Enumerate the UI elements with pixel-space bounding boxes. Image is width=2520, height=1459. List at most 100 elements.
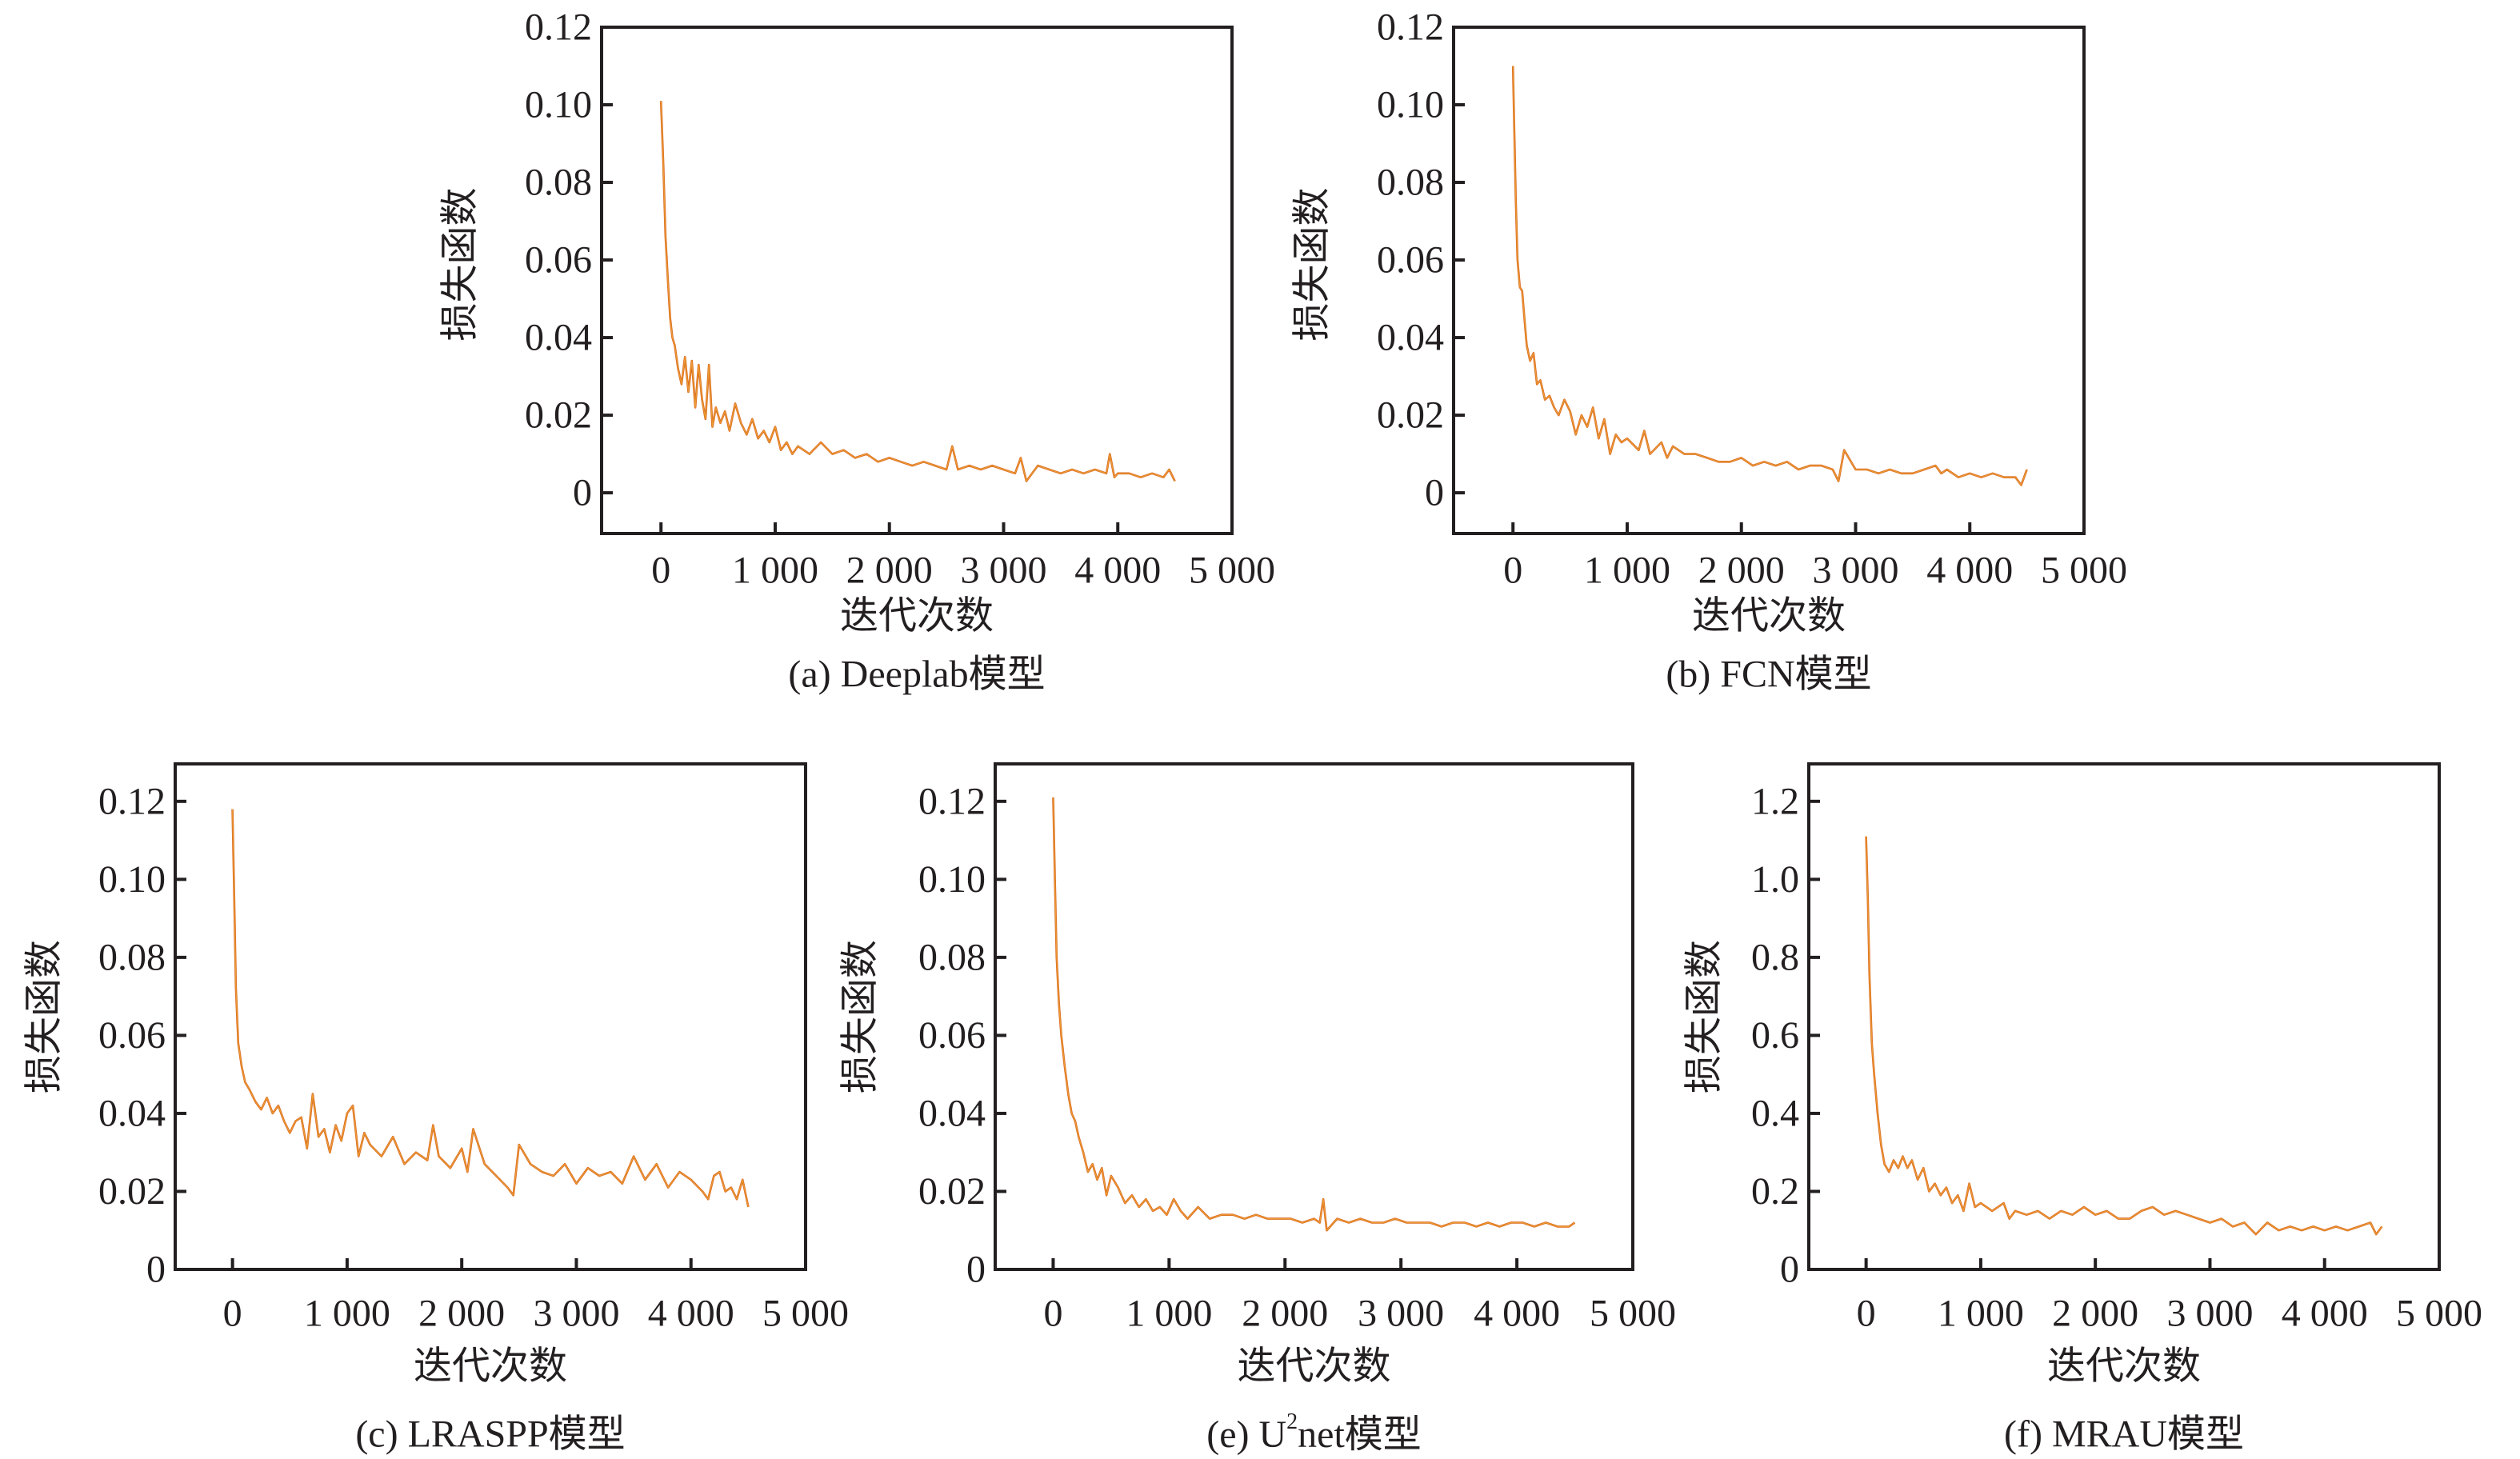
series-highlight [1052,797,1575,1231]
plot-frame [174,762,807,1271]
x-tick-label: 1 000 [1126,1293,1212,1335]
y-tick-label: 0.08 [918,936,986,978]
x-tick-label: 3 000 [1812,550,1898,592]
series-highlight [1512,66,2028,486]
x-tick-label: 4 000 [1926,550,2013,592]
y-tick-label: 0.10 [1377,84,1444,126]
chart-panel-lraspp: 0 1 000 2 000 3 000 4 000 5 000 0 0.02 0.04 0.06 0… [23,762,849,1456]
chart-caption: (c) LRASPP模型 [355,1413,625,1456]
y-tick-label: 0 [1780,1249,1799,1291]
y-tick-label: 0.12 [98,780,166,822]
y-tick-label: 0 [966,1249,986,1291]
y-tick-label: 0.8 [1751,936,1799,978]
y-tick-label: 0.04 [98,1092,166,1134]
y-tick-label: 0.06 [1377,239,1444,282]
x-tick-label: 3 000 [960,550,1046,592]
y-tick-label: 0.4 [1751,1092,1799,1134]
caption-prefix: (e) U [1206,1413,1286,1456]
x-tick-label: 1 000 [732,550,818,592]
x-tick-label: 0 [1043,1293,1062,1335]
y-tick-label: 0.2 [1751,1170,1799,1213]
caption-superscript: 2 [1286,1409,1298,1434]
plot-frame [994,762,1634,1271]
series-line-loss [659,101,1176,482]
y-tick-label: 0.12 [1377,6,1444,49]
series-line-loss [1865,836,2383,1236]
x-axis-label: 迭代次数 [414,1345,567,1388]
chart-panel-deeplab: 0 1 000 2 000 3 000 4 000 5 000 0 0.02 0.04 0.06 0… [439,6,1276,696]
y-tick-label: 0.10 [98,858,166,901]
x-tick-label: 4 000 [2282,1293,2368,1335]
y-tick-label: 0.06 [98,1014,166,1057]
chart-caption: (a) Deeplab模型 [788,654,1045,696]
x-tick-label: 2 000 [1242,1293,1328,1335]
y-tick-label: 0 [1425,472,1444,514]
y-tick-label: 0.04 [918,1092,986,1134]
x-tick-label: 5 000 [1590,1293,1676,1335]
y-tick-label: 0.02 [918,1170,986,1213]
y-tick-label: 0.08 [525,162,592,204]
x-tick-label: 3 000 [1358,1293,1444,1335]
y-axis-label: 损失函数 [439,187,482,341]
x-tick-label: 4 000 [648,1293,734,1335]
y-tick-label: 0.08 [1377,162,1444,204]
caption-suffix: net模型 [1298,1413,1422,1456]
series-highlight [1866,836,2382,1235]
y-axis-label: 损失函数 [1683,940,1726,1093]
y-tick-label: 0 [573,472,592,514]
y-axis-label: 损失函数 [839,940,882,1093]
y-tick-label: 0.04 [525,317,592,359]
x-tick-label: 5 000 [762,1293,849,1335]
x-tick-label: 1 000 [304,1293,390,1335]
x-tick-label: 3 000 [533,1293,619,1335]
x-tick-label: 0 [1503,550,1522,592]
plot-frame [1807,762,2441,1271]
chart-panel-mrau: 0 1 000 2 000 3 000 4 000 5 000 0 0.2 0.4 0.6 0.8 1… [1683,762,2482,1456]
y-axis-label: 损失函数 [1291,187,1334,341]
y-tick-label: 0.10 [525,84,592,126]
chart-caption: (e) U2net模型 [1206,1409,1422,1456]
y-tick-label: 1.0 [1751,858,1799,901]
y-tick-label: 0.10 [918,858,986,901]
y-tick-label: 0.6 [1751,1014,1799,1057]
y-tick-label: 0.06 [525,239,592,282]
chart-panel-u2net: 0 1 000 2 000 3 000 4 000 5 000 0 0.02 0.04 0.06 0… [839,762,1676,1456]
x-tick-label: 0 [651,550,670,592]
series-line-loss [1052,797,1576,1232]
y-tick-label: 1.2 [1751,780,1799,822]
y-tick-label: 0.08 [98,936,166,978]
x-tick-label: 0 [223,1293,242,1335]
series-line-loss [1511,66,2028,486]
x-tick-label: 1 000 [1584,550,1670,592]
y-tick-label: 0.06 [918,1014,986,1057]
x-axis-label: 迭代次数 [2047,1345,2201,1388]
series-highlight [232,809,749,1208]
x-tick-label: 4 000 [1474,1293,1560,1335]
plot-frame [1452,26,2086,535]
x-tick-label: 2 000 [2052,1293,2138,1335]
x-tick-label: 1 000 [1938,1293,2024,1335]
x-tick-label: 2 000 [418,1293,505,1335]
x-axis-label: 迭代次数 [1692,595,1846,638]
x-axis-label: 迭代次数 [1237,1345,1390,1388]
x-tick-label: 2 000 [1698,550,1785,592]
y-tick-label: 0.12 [525,6,592,49]
y-tick-label: 0.04 [1377,317,1444,359]
series-line-loss [231,809,750,1208]
chart-panel-fcn: 0 1 000 2 000 3 000 4 000 5 000 0 0.02 0.04 0.06 0… [1291,6,2128,696]
x-tick-label: 4 000 [1074,550,1161,592]
y-tick-label: 0 [146,1249,166,1291]
y-axis-label: 损失函数 [23,940,66,1093]
series-highlight [660,101,1176,482]
plot-frame [600,26,1234,535]
x-tick-label: 2 000 [846,550,933,592]
y-tick-label: 0.02 [525,394,592,437]
x-tick-label: 5 000 [2041,550,2127,592]
x-axis-label: 迭代次数 [840,595,994,638]
x-tick-label: 5 000 [2396,1293,2482,1335]
x-tick-label: 5 000 [1189,550,1275,592]
y-tick-label: 0.02 [98,1170,166,1213]
y-tick-label: 0.12 [918,780,986,822]
x-tick-label: 0 [1857,1293,1876,1335]
